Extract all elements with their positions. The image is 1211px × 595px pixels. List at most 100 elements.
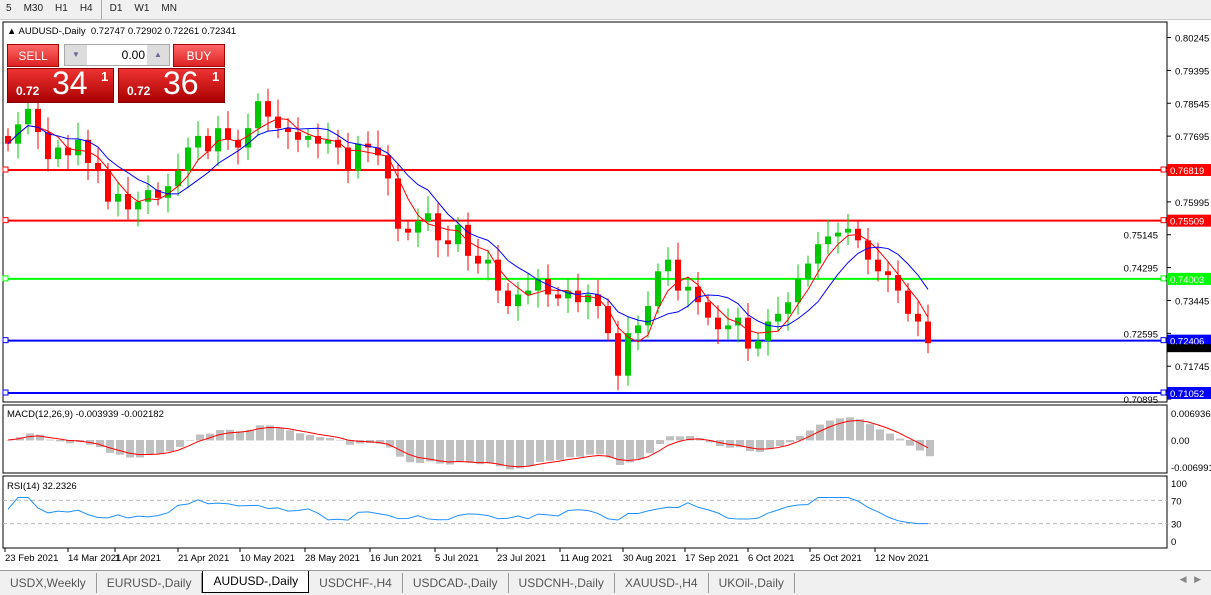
price-tick-label: 0.71745 (1175, 362, 1209, 373)
timeframe-d1[interactable]: D1 (109, 3, 123, 14)
timeframe-5[interactable]: 5 (6, 3, 12, 14)
chart-area[interactable]: 0.80245 0.79395 0.78545 0.77695 0.75995 0.751… (0, 20, 1211, 570)
sell-price[interactable]: 0.72 34 1 (7, 68, 114, 103)
macd-histogram-bar (636, 440, 644, 459)
lot-size-stepper[interactable]: ▼ 0.00 ▲ (64, 44, 170, 66)
buy-button[interactable]: BUY (173, 44, 225, 67)
macd-histogram-bar (196, 434, 204, 441)
candle-body (55, 147, 61, 160)
candle-body (775, 313, 781, 322)
macd-histogram-bar (106, 440, 114, 453)
timeframe-h1[interactable]: H1 (55, 3, 68, 14)
chart-tab[interactable]: UKOil-,Daily (709, 573, 795, 593)
buy-price[interactable]: 0.72 36 1 (118, 68, 225, 103)
chart-tab[interactable]: EURUSD-,Daily (97, 573, 203, 593)
increase-arrow-icon[interactable]: ▲ (147, 45, 169, 65)
sell-price-big: 34 (52, 68, 88, 101)
chart-svg[interactable]: 0.80245 0.79395 0.78545 0.77695 0.75995 0.751… (0, 20, 1211, 570)
level-handle (1160, 166, 1167, 173)
macd-histogram-bar (176, 440, 184, 447)
macd-histogram-bar (746, 440, 754, 452)
candle-body (485, 259, 491, 264)
date-label: 23 Jul 2021 (497, 553, 546, 564)
candle-body (515, 294, 521, 307)
candle-body (25, 108, 31, 125)
macd-histogram-bar (166, 440, 174, 452)
macd-histogram-bar (666, 436, 674, 441)
macd-histogram-bar (336, 439, 344, 441)
candle-body (135, 201, 141, 210)
candle-body (765, 321, 771, 341)
candle-body (635, 325, 641, 334)
timeframe-h4[interactable]: H4 (79, 3, 93, 14)
macd-histogram-bar (876, 429, 884, 441)
date-label: 14 Mar 2021 (68, 553, 121, 564)
date-label: 11 Aug 2021 (560, 553, 613, 564)
macd-histogram-bar (926, 440, 934, 457)
chart-tab[interactable]: XAUUSD-,H4 (615, 573, 709, 593)
macd-histogram-bar (906, 440, 914, 446)
price-tick-label: 0.72595 (1124, 329, 1158, 340)
macd-histogram-bar (296, 433, 304, 441)
macd-histogram-bar (266, 425, 274, 441)
macd-histogram-bar (706, 440, 714, 443)
macd-tick-label: 0.00 (1171, 436, 1190, 447)
chart-tab[interactable]: USDCAD-,Daily (403, 573, 509, 593)
macd-histogram-bar (36, 434, 44, 441)
candle-body (265, 101, 271, 117)
candle-body (355, 143, 361, 171)
level-handle (2, 217, 9, 224)
macd-pane (2, 404, 1168, 474)
candle-body (495, 259, 501, 291)
macd-label: MACD(12,26,9) -0.003939 -0.002182 (7, 409, 164, 420)
candle-body (5, 135, 11, 144)
macd-histogram-bar (216, 429, 224, 441)
macd-histogram-bar (726, 440, 734, 448)
macd-histogram-bar (456, 440, 464, 462)
macd-histogram-bar (206, 433, 214, 441)
timeframe-mn[interactable]: MN (161, 3, 177, 14)
timeframe-w1[interactable]: W1 (134, 3, 150, 14)
candle-body (815, 244, 821, 264)
sell-button[interactable]: SELL (7, 44, 59, 67)
date-label: 16 Jun 2021 (370, 553, 422, 564)
macd-histogram-bar (96, 440, 104, 448)
macd-histogram-bar (676, 436, 684, 441)
decrease-arrow-icon[interactable]: ▼ (65, 45, 87, 65)
chart-tab[interactable]: USDCHF-,H4 (309, 573, 403, 593)
candle-body (95, 163, 101, 171)
candle-body (225, 128, 231, 140)
macd-histogram-bar (226, 429, 234, 441)
candle-body (655, 271, 661, 307)
candle-body (405, 228, 411, 233)
candle-body (755, 340, 761, 349)
candle-body (895, 275, 901, 291)
date-label: 21 Apr 2021 (178, 553, 229, 564)
candle-body (845, 228, 851, 233)
level-price-label: 0.72406 (1170, 337, 1204, 348)
buy-price-prefix: 0.72 (127, 84, 151, 98)
chart-tab[interactable]: AUDUSD-,Daily (202, 571, 310, 593)
candle-body (35, 108, 41, 133)
price-tick-label: 0.75145 (1124, 231, 1158, 242)
macd-histogram-bar (756, 440, 764, 452)
lot-size-input[interactable]: 0.00 (121, 48, 145, 62)
tab-scroll-arrows[interactable]: ◀ ▶ (1179, 574, 1201, 584)
price-tick-label: 0.80245 (1175, 34, 1209, 45)
candle-body (925, 321, 931, 344)
chart-tab[interactable]: USDCNH-,Daily (509, 573, 615, 593)
level-handle (1160, 275, 1167, 282)
macd-histogram-bar (556, 440, 564, 460)
candle-body (385, 155, 391, 179)
candle-body (255, 101, 261, 129)
candle-body (545, 279, 551, 295)
macd-histogram-bar (866, 424, 874, 441)
macd-histogram-bar (656, 440, 664, 445)
chart-tab[interactable]: USDX,Weekly (0, 573, 97, 593)
macd-histogram-bar (116, 440, 124, 455)
timeframe-m30[interactable]: M30 (23, 3, 44, 14)
candle-body (455, 224, 461, 245)
macd-histogram-bar (416, 440, 424, 464)
macd-histogram-bar (426, 440, 434, 462)
collapse-triangle-icon[interactable]: ▲ (7, 26, 17, 37)
